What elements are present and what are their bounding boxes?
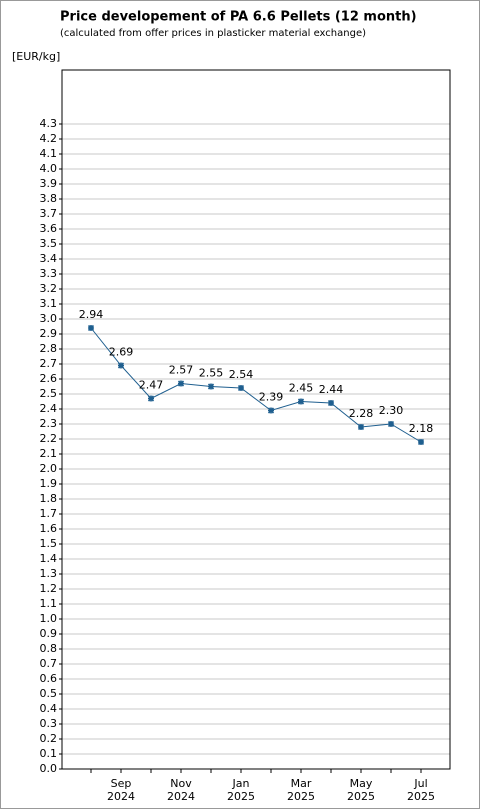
y-tick-label: 0.0 [40,762,58,775]
x-tick-label-year: 2025 [347,790,375,803]
marker [357,423,365,431]
y-tick-label: 3.3 [40,267,58,280]
data-label: 2.54 [229,368,254,381]
marker [297,398,305,405]
marker [327,399,335,407]
line [90,327,422,443]
y-tick-label: 2.8 [40,342,58,355]
y-tick-label: 1.9 [40,477,58,490]
y-tick-label: 1.6 [40,522,58,535]
data-label: 2.30 [379,404,404,417]
y-tick-label: 1.1 [40,597,58,610]
data-label: 2.39 [259,391,284,404]
marker [147,395,155,402]
x-tick-label: Jul [413,777,427,790]
y-tick-label: 0.4 [40,702,58,715]
y-tick-label: 1.2 [40,582,58,595]
data-label: 2.57 [169,364,194,377]
x-tick-label-year: 2025 [227,790,255,803]
y-tick-label: 4.1 [40,147,58,160]
marker [87,324,95,332]
y-tick-label: 2.1 [40,447,58,460]
x-tick-label: Nov [170,777,192,790]
x-tick-label: Sep [111,777,132,790]
y-tick-label: 3.0 [40,312,58,325]
y-tick-label: 3.6 [40,222,58,235]
y-tick-label: 4.0 [40,162,58,175]
y-tick-label: 2.2 [40,432,58,445]
x-tick-label: May [350,777,373,790]
y-tick-label: 0.6 [40,672,58,685]
data-label: 2.69 [109,346,134,359]
y-tick-label: 0.8 [40,642,58,655]
y-tick-label: 2.3 [40,417,58,430]
y-tick-label: 4.3 [40,117,58,130]
y-tick-label: 1.0 [40,612,58,625]
y-tick-label: 0.1 [40,747,58,760]
y-tick-label: 2.4 [40,402,58,415]
marker [117,362,125,369]
x-tick-label-year: 2024 [107,790,135,803]
data-label: 2.45 [289,382,314,395]
y-tick-label: 1.5 [40,537,58,550]
x-tick-label-year: 2024 [167,790,195,803]
y-tick-label: 0.7 [40,657,58,670]
y-tick-label: 4.2 [40,132,58,145]
chart-subtitle: (calculated from offer prices in plastic… [60,28,366,39]
y-tick-label: 1.4 [40,552,58,565]
y-tick-label: 1.7 [40,507,58,520]
data-label: 2.55 [199,367,224,380]
marker [207,383,215,390]
y-tick-label: 1.8 [40,492,58,505]
data-label: 2.18 [409,422,434,435]
data-label: 2.94 [79,308,104,321]
y-tick-label: 3.8 [40,192,58,205]
marker [267,407,275,414]
marker [237,384,245,392]
chart-title: Price developement of PA 6.6 Pellets (12… [60,10,417,25]
marker [177,380,185,387]
y-tick-label: 2.6 [40,372,58,385]
x-tick-label: Jan [232,777,250,790]
data-label: 2.47 [139,379,164,392]
y-tick-label: 0.2 [40,732,58,745]
x-tick-label: Mar [291,777,312,790]
y-tick-label: 2.9 [40,327,58,340]
y-tick-label: 3.7 [40,207,58,220]
y-tick-label: 0.9 [40,627,58,640]
marker [387,420,395,428]
y-tick-label: 2.7 [40,357,58,370]
y-axis-label: [EUR/kg] [12,50,60,63]
y-tick-label: 2.5 [40,387,58,400]
data-label: 2.28 [349,407,374,420]
x-tick-label-year: 2025 [407,790,435,803]
x-tick-label-year: 2025 [287,790,315,803]
y-tick-label: 2.0 [40,462,58,475]
y-tick-label: 1.3 [40,567,58,580]
plot-frame [61,69,451,770]
y-tick-label: 0.3 [40,717,58,730]
y-tick-label: 3.9 [40,177,58,190]
y-tick-label: 3.4 [40,252,58,265]
y-tick-label: 3.2 [40,282,58,295]
y-tick-label: 0.5 [40,687,58,700]
data-label: 2.44 [319,383,344,396]
y-tick-label: 3.5 [40,237,58,250]
y-tick-label: 3.1 [40,297,58,310]
marker [417,438,425,446]
